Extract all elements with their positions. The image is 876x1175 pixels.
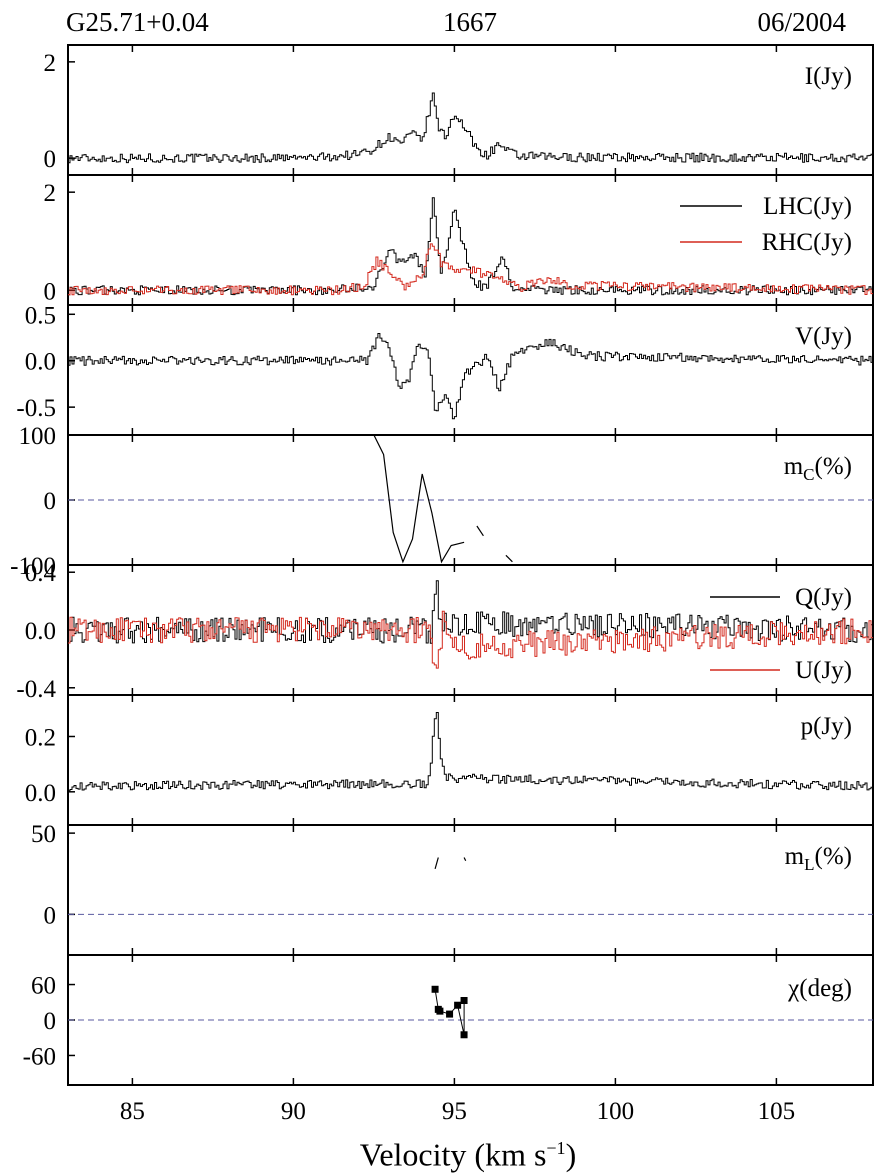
series-mc-0-segment bbox=[373, 434, 465, 564]
y-tick-label: 0.5 bbox=[25, 302, 56, 329]
data-point bbox=[431, 985, 439, 993]
y-tick-label: 0 bbox=[44, 488, 57, 515]
legend-label: RHC(Jy) bbox=[762, 229, 852, 256]
y-tick-label: -0.4 bbox=[16, 676, 56, 703]
y-tick-label: 0 bbox=[44, 902, 57, 929]
panel-V: 0.5 0.0 -0.5 V(Jy) bbox=[16, 302, 874, 436]
series-mc-0-segment bbox=[505, 554, 513, 563]
panel-mL: 50 0 mL(%) bbox=[31, 821, 874, 956]
y-tick-label: 100 bbox=[19, 423, 57, 450]
y-tick-label: -60 bbox=[23, 1043, 56, 1070]
y-tick-label: 0.4 bbox=[25, 560, 57, 587]
x-tick-label: 90 bbox=[281, 1098, 306, 1125]
series-mL-0-segment bbox=[463, 857, 467, 862]
x-axis-label-main: Velocity (km s bbox=[359, 1136, 547, 1173]
panel-label: V(Jy) bbox=[795, 323, 852, 350]
panel-label: χ(deg) bbox=[787, 975, 852, 1002]
y-tick-label: 2 bbox=[44, 180, 57, 207]
series-circ-1 bbox=[68, 243, 873, 296]
series-V-0 bbox=[68, 333, 873, 420]
panel-p: 0.2 0.0 p(Jy) bbox=[25, 694, 874, 826]
series-mc-0-segment bbox=[476, 525, 484, 537]
x-axis-label: Velocity (km s−1) bbox=[0, 1128, 876, 1175]
y-tick-label: 60 bbox=[31, 973, 56, 1000]
y-tick-label: 0.0 bbox=[25, 780, 56, 807]
legend-label: LHC(Jy) bbox=[763, 193, 852, 220]
panel-frame bbox=[67, 824, 874, 956]
series-circ-0 bbox=[68, 197, 873, 296]
panel-label: I(Jy) bbox=[805, 63, 852, 90]
x-tick-label: 95 bbox=[442, 1098, 467, 1125]
panel-label: mL(%) bbox=[785, 843, 852, 874]
y-tick-label: 0 bbox=[44, 146, 57, 173]
panel-label: p(Jy) bbox=[801, 713, 852, 740]
data-point bbox=[436, 1007, 444, 1015]
panel-circ: 0 2 LHC(Jy) RHC(Jy) bbox=[44, 174, 874, 306]
data-point bbox=[454, 1001, 462, 1009]
x-axis-label-exponent: −1 bbox=[546, 1138, 566, 1158]
panel-label: mC(%) bbox=[784, 453, 852, 484]
x-axis-label-close: ) bbox=[565, 1136, 577, 1173]
y-tick-label: 0.0 bbox=[25, 618, 56, 645]
y-tick-label: 0 bbox=[44, 278, 57, 305]
source-name: G25.71+0.04 bbox=[66, 7, 209, 37]
data-point bbox=[460, 1031, 468, 1039]
series-QU-0 bbox=[68, 580, 873, 644]
series-QU-1 bbox=[68, 610, 873, 669]
panel-QU: 0.4 0.0 -0.4 Q(Jy) U(Jy) bbox=[16, 560, 874, 703]
series-mL-0-segment bbox=[434, 857, 439, 870]
data-point bbox=[460, 997, 468, 1004]
y-tick-label: 50 bbox=[31, 821, 56, 848]
y-tick-label: -100 bbox=[10, 553, 56, 580]
observation-date: 06/2004 bbox=[757, 7, 846, 37]
panel-I: 0 2 I(Jy) bbox=[44, 44, 874, 176]
data-point bbox=[446, 1010, 454, 1018]
legend-label: U(Jy) bbox=[795, 657, 852, 684]
x-tick-label: 85 bbox=[120, 1098, 145, 1125]
panel-chi: 85 90 95 100 105 60 0 -60 χ(deg) bbox=[23, 954, 874, 1125]
y-tick-label: 0.0 bbox=[25, 349, 56, 376]
y-tick-label: 0.2 bbox=[25, 724, 56, 751]
y-tick-label: 2 bbox=[44, 50, 57, 77]
series-I-0 bbox=[68, 92, 873, 164]
x-tick-label: 105 bbox=[758, 1098, 796, 1125]
panel-frame bbox=[67, 694, 874, 826]
x-tick-label: 100 bbox=[597, 1098, 635, 1125]
panel-mc: 100 0 -100 mC(%) bbox=[10, 423, 874, 580]
y-tick-label: -0.5 bbox=[16, 395, 56, 422]
series-p-0 bbox=[68, 712, 873, 792]
legend-label: Q(Jy) bbox=[795, 584, 852, 611]
y-tick-label: 0 bbox=[44, 1008, 57, 1035]
frequency-label: 1667 bbox=[443, 7, 497, 37]
